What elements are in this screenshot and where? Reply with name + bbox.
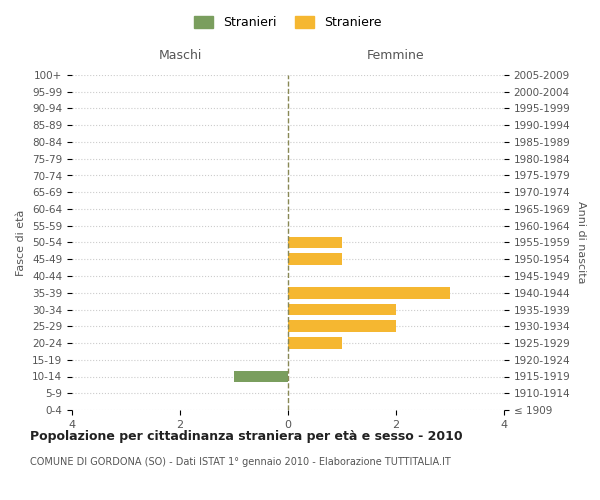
Bar xyxy=(288,287,450,298)
Bar xyxy=(288,254,342,265)
Bar xyxy=(288,337,342,349)
Text: Popolazione per cittadinanza straniera per età e sesso - 2010: Popolazione per cittadinanza straniera p… xyxy=(30,430,463,443)
Bar xyxy=(288,236,342,248)
Bar xyxy=(288,320,396,332)
Text: Maschi: Maschi xyxy=(158,48,202,62)
Text: Femmine: Femmine xyxy=(367,48,425,62)
Text: COMUNE DI GORDONA (SO) - Dati ISTAT 1° gennaio 2010 - Elaborazione TUTTITALIA.IT: COMUNE DI GORDONA (SO) - Dati ISTAT 1° g… xyxy=(30,457,451,467)
Legend: Stranieri, Straniere: Stranieri, Straniere xyxy=(190,11,386,34)
Bar xyxy=(234,370,288,382)
Bar xyxy=(288,304,396,316)
Y-axis label: Anni di nascita: Anni di nascita xyxy=(576,201,586,284)
Y-axis label: Fasce di età: Fasce di età xyxy=(16,210,26,276)
